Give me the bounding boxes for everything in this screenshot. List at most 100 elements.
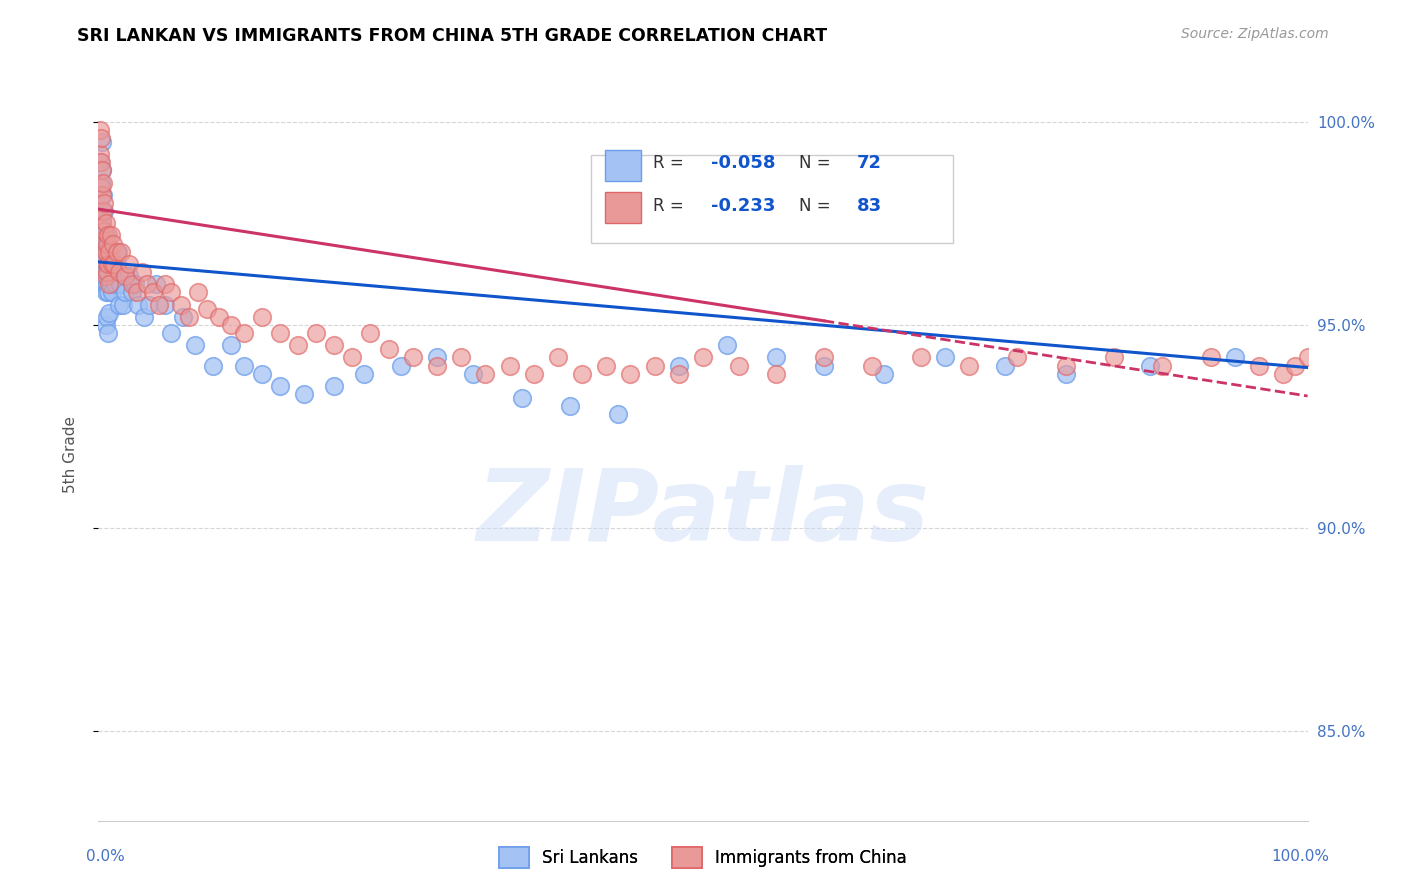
Point xyxy=(184,338,207,352)
Text: 100.0%: 100.0% xyxy=(1271,849,1330,863)
Point xyxy=(813,351,835,365)
Text: -0.233: -0.233 xyxy=(711,197,776,215)
Point xyxy=(101,265,124,279)
Point xyxy=(426,359,449,373)
Point xyxy=(90,155,112,169)
Point xyxy=(93,244,115,259)
Point xyxy=(105,257,128,271)
Point xyxy=(100,228,122,243)
Point xyxy=(172,310,194,324)
Point xyxy=(287,338,309,352)
Point xyxy=(108,277,131,292)
Point xyxy=(232,326,254,340)
Point xyxy=(523,367,546,381)
Point xyxy=(91,135,114,149)
Text: SRI LANKAN VS IMMIGRANTS FROM CHINA 5TH GRADE CORRELATION CHART: SRI LANKAN VS IMMIGRANTS FROM CHINA 5TH … xyxy=(77,27,828,45)
Point xyxy=(269,326,291,340)
Point xyxy=(100,285,122,300)
Text: R =: R = xyxy=(654,197,689,215)
Point xyxy=(873,367,896,381)
Text: 72: 72 xyxy=(856,154,882,172)
Point xyxy=(97,257,120,271)
Point xyxy=(97,326,120,340)
Point xyxy=(103,257,125,271)
Point xyxy=(426,351,449,365)
Point xyxy=(250,310,273,324)
Point xyxy=(1296,351,1319,365)
Point xyxy=(96,277,118,292)
Point xyxy=(96,236,118,251)
Point xyxy=(221,318,243,332)
Point xyxy=(121,277,143,292)
Point xyxy=(108,297,131,311)
Point xyxy=(153,297,176,311)
Text: 0.0%: 0.0% xyxy=(86,849,125,863)
Point xyxy=(728,359,751,373)
Point xyxy=(474,367,496,381)
Point xyxy=(668,359,690,373)
Point xyxy=(547,351,569,365)
Point xyxy=(91,216,114,230)
Point xyxy=(94,285,117,300)
Text: N =: N = xyxy=(799,154,835,172)
Point xyxy=(1007,351,1029,365)
Point xyxy=(250,367,273,381)
Point xyxy=(305,326,328,340)
Text: 83: 83 xyxy=(856,197,882,215)
Point xyxy=(668,367,690,381)
Point xyxy=(179,310,201,324)
Point xyxy=(91,228,114,243)
Text: -0.058: -0.058 xyxy=(711,154,776,172)
Point xyxy=(93,196,115,211)
Point xyxy=(135,277,157,292)
Point xyxy=(94,244,117,259)
Text: Source: ZipAtlas.com: Source: ZipAtlas.com xyxy=(1181,27,1329,41)
Point xyxy=(97,228,120,243)
Point xyxy=(100,277,122,292)
Point xyxy=(111,297,134,311)
Point xyxy=(607,407,630,421)
Point xyxy=(595,359,617,373)
Point xyxy=(91,265,114,279)
Point xyxy=(1199,351,1222,365)
Point xyxy=(127,285,149,300)
Point xyxy=(450,351,472,365)
Point xyxy=(94,269,117,284)
Point xyxy=(121,285,143,300)
Point xyxy=(107,244,129,259)
Point xyxy=(96,265,118,279)
Point xyxy=(202,359,225,373)
Point xyxy=(1054,359,1077,373)
Point xyxy=(105,244,128,259)
Point xyxy=(342,351,364,365)
Point xyxy=(389,359,412,373)
Point xyxy=(692,351,714,365)
Point xyxy=(571,367,593,381)
Point xyxy=(124,277,146,292)
Point xyxy=(153,277,176,292)
Y-axis label: 5th Grade: 5th Grade xyxy=(63,417,77,493)
Point xyxy=(90,131,112,145)
Point xyxy=(101,236,124,251)
Point xyxy=(716,338,738,352)
Point xyxy=(619,367,641,381)
Point xyxy=(98,306,121,320)
Point xyxy=(134,310,156,324)
Point xyxy=(110,244,132,259)
Point xyxy=(1152,359,1174,373)
Point xyxy=(90,179,112,194)
Point xyxy=(114,269,136,284)
Point xyxy=(221,338,243,352)
Point xyxy=(89,155,111,169)
Point xyxy=(91,244,114,259)
Point xyxy=(94,257,117,271)
Point xyxy=(118,257,141,271)
Point xyxy=(765,367,787,381)
FancyBboxPatch shape xyxy=(605,193,641,223)
Point xyxy=(463,367,485,381)
Point xyxy=(510,391,533,405)
Point xyxy=(1102,351,1125,365)
Point xyxy=(93,224,115,238)
Point xyxy=(93,204,115,219)
Point xyxy=(1272,367,1295,381)
